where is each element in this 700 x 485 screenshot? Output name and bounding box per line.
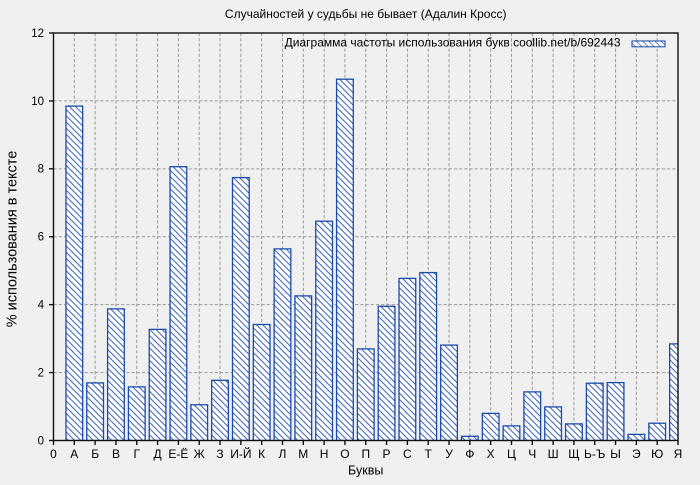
svg-text:4: 4	[38, 300, 45, 312]
svg-text:Ф: Ф	[465, 447, 474, 461]
svg-text:З: З	[216, 447, 223, 461]
svg-text:Случайностей у судьбы не бывае: Случайностей у судьбы не бывает (Адалин …	[225, 7, 507, 21]
svg-text:В: В	[112, 447, 120, 461]
svg-text:Э: Э	[632, 447, 641, 461]
svg-text:0: 0	[38, 435, 44, 447]
svg-text:О: О	[340, 447, 349, 461]
svg-text:С: С	[403, 447, 412, 461]
svg-text:Ю: Ю	[651, 447, 663, 461]
svg-text:Ч: Ч	[528, 447, 536, 461]
svg-text:10: 10	[31, 96, 44, 108]
svg-text:Т: Т	[425, 447, 433, 461]
svg-text:Ы: Ы	[610, 447, 621, 461]
svg-text:12: 12	[31, 28, 44, 40]
svg-text:Л: Л	[279, 447, 287, 461]
svg-text:Р: Р	[383, 447, 391, 461]
svg-text:8: 8	[38, 164, 44, 176]
svg-text:Диаграмма частоты использовани: Диаграмма частоты использования букв coo…	[285, 36, 621, 50]
svg-text:Ш: Ш	[548, 447, 559, 461]
svg-text:0: 0	[50, 447, 57, 461]
svg-text:2: 2	[38, 367, 44, 379]
svg-text:Б: Б	[91, 447, 99, 461]
svg-text:Е-Ё: Е-Ё	[168, 447, 188, 461]
svg-text:% использования в тексте: % использования в тексте	[5, 151, 21, 328]
svg-text:П: П	[361, 447, 370, 461]
svg-text:Щ: Щ	[568, 447, 579, 461]
svg-text:Я: Я	[674, 447, 683, 461]
svg-text:Буквы: Буквы	[348, 464, 383, 478]
svg-text:Ц: Ц	[507, 447, 516, 461]
svg-text:Н: Н	[320, 447, 329, 461]
svg-text:А: А	[70, 447, 78, 461]
svg-text:Ь-Ъ: Ь-Ъ	[584, 447, 605, 461]
svg-text:Х: Х	[487, 447, 495, 461]
svg-text:У: У	[445, 447, 453, 461]
svg-text:Ж: Ж	[194, 447, 205, 461]
svg-text:Д: Д	[154, 447, 162, 461]
svg-text:6: 6	[38, 232, 44, 244]
svg-text:Г: Г	[134, 447, 141, 461]
svg-text:И-Й: И-Й	[230, 446, 251, 461]
svg-text:М: М	[298, 447, 308, 461]
svg-text:К: К	[258, 447, 265, 461]
